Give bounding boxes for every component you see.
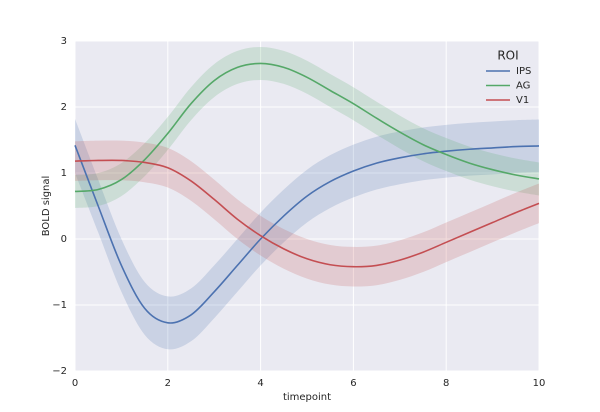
x-tick-label: 2 [165,378,171,389]
line [74,159,540,268]
confidence-band [75,140,539,287]
y-axis-label: BOLD signal [41,176,52,237]
x-axis-label: timepoint [283,392,331,403]
y-tick-label: 3 [61,36,67,47]
grid [74,40,540,372]
y-tick-label: −1 [52,300,67,311]
legend-label: IPS [516,66,531,77]
legend: ROI IPS AG V1 [486,49,531,106]
x-tick-label: 6 [350,378,356,389]
marks [74,46,540,350]
y-tick-label: −2 [52,366,67,377]
legend-title: ROI [497,49,518,63]
line [74,62,540,193]
x-tick-label: 8 [443,378,449,389]
x-tick-label: 0 [72,378,78,389]
y-tick-label: 2 [61,102,67,113]
confidence-band [75,46,539,208]
legend-label: V1 [516,95,529,106]
confidence-band [75,118,539,350]
line [74,144,540,324]
legend-label: AG [516,81,530,92]
y-tick-label: 0 [61,234,67,245]
x-tick-label: 10 [533,378,546,389]
y-tick-label: 1 [61,168,67,179]
x-tick-label: 4 [257,378,263,389]
